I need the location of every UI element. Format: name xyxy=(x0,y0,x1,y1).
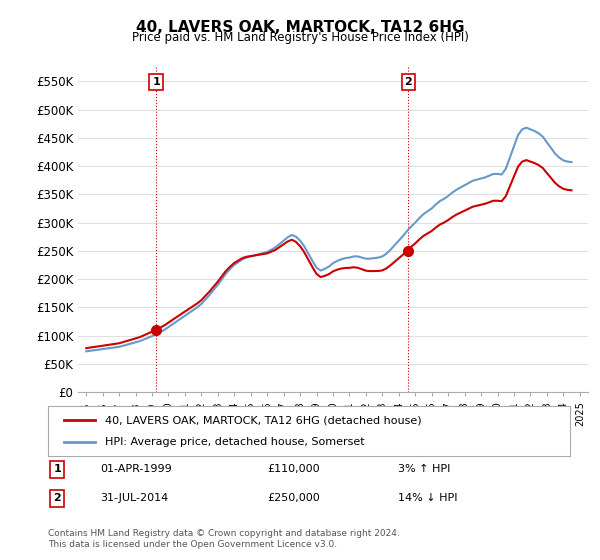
Text: 31-JUL-2014: 31-JUL-2014 xyxy=(100,493,169,503)
Text: HPI: Average price, detached house, Somerset: HPI: Average price, detached house, Some… xyxy=(106,437,365,447)
Text: 40, LAVERS OAK, MARTOCK, TA12 6HG (detached house): 40, LAVERS OAK, MARTOCK, TA12 6HG (detac… xyxy=(106,415,422,425)
Text: £110,000: £110,000 xyxy=(267,464,320,474)
Text: 1: 1 xyxy=(152,77,160,87)
Text: Price paid vs. HM Land Registry's House Price Index (HPI): Price paid vs. HM Land Registry's House … xyxy=(131,31,469,44)
Text: Contains HM Land Registry data © Crown copyright and database right 2024.
This d: Contains HM Land Registry data © Crown c… xyxy=(48,529,400,549)
Text: £250,000: £250,000 xyxy=(267,493,320,503)
Text: 1: 1 xyxy=(53,464,61,474)
Text: 14% ↓ HPI: 14% ↓ HPI xyxy=(398,493,457,503)
Text: 40, LAVERS OAK, MARTOCK, TA12 6HG: 40, LAVERS OAK, MARTOCK, TA12 6HG xyxy=(136,20,464,35)
Text: 3% ↑ HPI: 3% ↑ HPI xyxy=(398,464,450,474)
Text: 2: 2 xyxy=(53,493,61,503)
Text: 01-APR-1999: 01-APR-1999 xyxy=(100,464,172,474)
Text: 2: 2 xyxy=(404,77,412,87)
